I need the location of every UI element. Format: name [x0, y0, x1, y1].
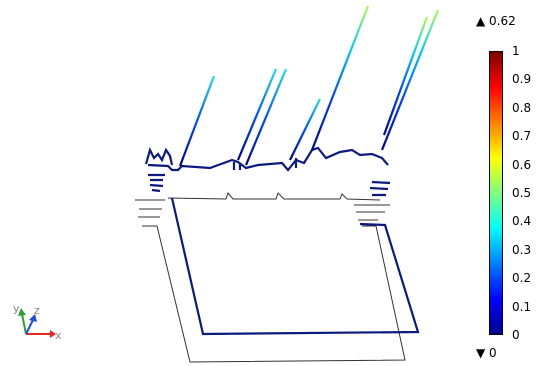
colorbar-tick: 0.6	[512, 158, 532, 172]
main-frame	[144, 146, 420, 336]
z-axis-label: z	[34, 304, 40, 317]
y-axis-label: y	[13, 302, 20, 315]
colorbar-max-label: ▲ 0.62	[476, 14, 516, 28]
streamline-1	[178, 75, 216, 167]
colorbar-fill	[490, 52, 502, 334]
frame-left-cluster	[144, 146, 174, 193]
y-axis-arrow	[21, 313, 27, 335]
colorbar-tick: 0.7	[512, 129, 532, 143]
axis-triad: x y z	[13, 302, 62, 342]
outline-left-ticks	[135, 199, 165, 227]
outline-left-edge	[156, 225, 406, 363]
outline-right-ticks	[354, 204, 390, 227]
frame-top-edge	[147, 146, 389, 172]
x-axis-label: x	[55, 329, 62, 342]
z-axis-arrow	[25, 319, 34, 335]
colorbar-tick: 0.8	[512, 101, 532, 115]
colorbar-tick: 0.5	[512, 186, 532, 200]
frame-outline	[170, 197, 420, 336]
frame-notch-left	[232, 162, 242, 170]
y-axis-head	[18, 308, 26, 316]
outline-top-edge	[167, 191, 381, 201]
z-axis-head	[29, 314, 37, 322]
colorbar-tick: 0.9	[512, 72, 532, 86]
streamline-3	[244, 68, 288, 166]
colorbar-tick: 1	[512, 44, 520, 58]
colorbar-min-label: ▼ 0	[476, 346, 497, 360]
colorbar-tick: 0	[512, 328, 520, 342]
streamlines	[178, 5, 440, 167]
colorbar	[489, 51, 503, 335]
x-axis-head	[50, 330, 56, 338]
colorbar-tick: 0.2	[512, 271, 532, 285]
frame-right-cluster	[369, 180, 391, 197]
colorbar-tick: 0.1	[512, 300, 532, 314]
streamline-4	[289, 98, 321, 161]
colorbar-tick: 0.4	[512, 214, 532, 228]
streamline-6	[382, 16, 429, 136]
outline-frame	[135, 191, 406, 363]
streamline-2	[236, 68, 278, 161]
colorbar-tick: 0.3	[512, 243, 532, 257]
streamline-7	[380, 9, 440, 151]
streamline-5	[310, 5, 370, 151]
